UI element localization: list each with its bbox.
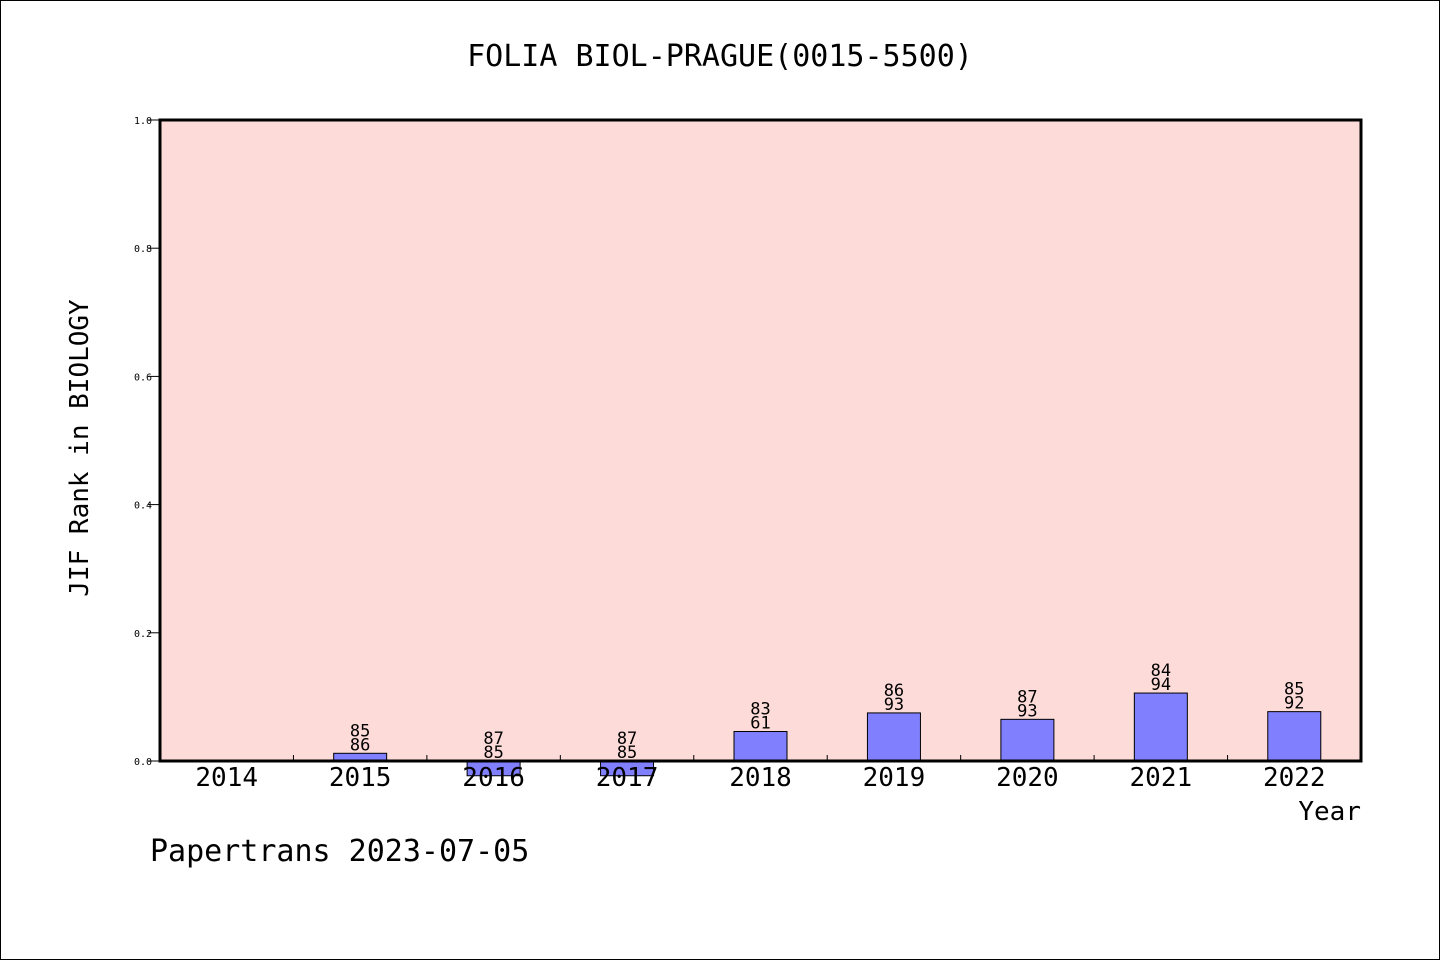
x-tick-label-2022: 2022 — [1263, 763, 1326, 793]
data-label-top-2016: 87 — [483, 729, 503, 749]
y-tick-label-0.6: 0.6 — [134, 372, 152, 383]
credit-footer: Papertrans 2023-07-05 — [150, 834, 530, 869]
y-tick-label-0.2: 0.2 — [134, 629, 152, 640]
bar-2021 — [1133, 692, 1188, 762]
x-tick-label-2014: 2014 — [195, 763, 258, 793]
x-axis-label: Year — [1298, 797, 1361, 827]
y-tick-label-0.0: 0.0 — [134, 757, 152, 768]
data-label-bottom-2019: 93 — [884, 695, 904, 715]
data-label-bottom-2021: 94 — [1151, 675, 1171, 695]
x-tick-label-2019: 2019 — [863, 763, 926, 793]
data-label-bottom-2015: 86 — [350, 735, 370, 755]
bar-2018 — [733, 731, 788, 762]
data-label-top-2022: 85 — [1284, 680, 1304, 700]
plot-area — [160, 120, 1361, 761]
y-tick-label-0.8: 0.8 — [134, 244, 152, 255]
data-label-bottom-2022: 92 — [1284, 694, 1304, 714]
data-label-bottom-2020: 93 — [1017, 701, 1037, 721]
y-tick-label-0.4: 0.4 — [134, 501, 152, 512]
data-label-bottom-2017: 85 — [617, 743, 637, 763]
y-axis-label: JIF Rank in BIOLOGY — [65, 299, 95, 597]
data-label-top-2017: 87 — [617, 729, 637, 749]
data-label-top-2018: 83 — [750, 700, 770, 720]
x-tick-label-2018: 2018 — [729, 763, 792, 793]
x-tick-label-2017: 2017 — [596, 763, 659, 793]
data-label-top-2019: 86 — [884, 681, 904, 701]
data-label-top-2015: 85 — [350, 721, 370, 741]
x-tick-label-2016: 2016 — [462, 763, 525, 793]
data-label-top-2021: 84 — [1151, 661, 1171, 681]
bar-2019 — [866, 712, 921, 762]
data-label-bottom-2016: 85 — [483, 743, 503, 763]
chart-title: FOLIA BIOL-PRAGUE(0015-5500) — [467, 39, 973, 74]
x-tick-label-2020: 2020 — [996, 763, 1059, 793]
x-tick-label-2021: 2021 — [1130, 763, 1193, 793]
y-tick-label-1.0: 1.0 — [134, 116, 152, 127]
data-label-top-2020: 87 — [1017, 687, 1037, 707]
plot-frame — [158, 118, 1363, 763]
bar-2022 — [1267, 711, 1322, 762]
x-tick-label-2015: 2015 — [329, 763, 392, 793]
data-label-bottom-2018: 61 — [750, 714, 770, 734]
bar-2020 — [1000, 718, 1055, 762]
